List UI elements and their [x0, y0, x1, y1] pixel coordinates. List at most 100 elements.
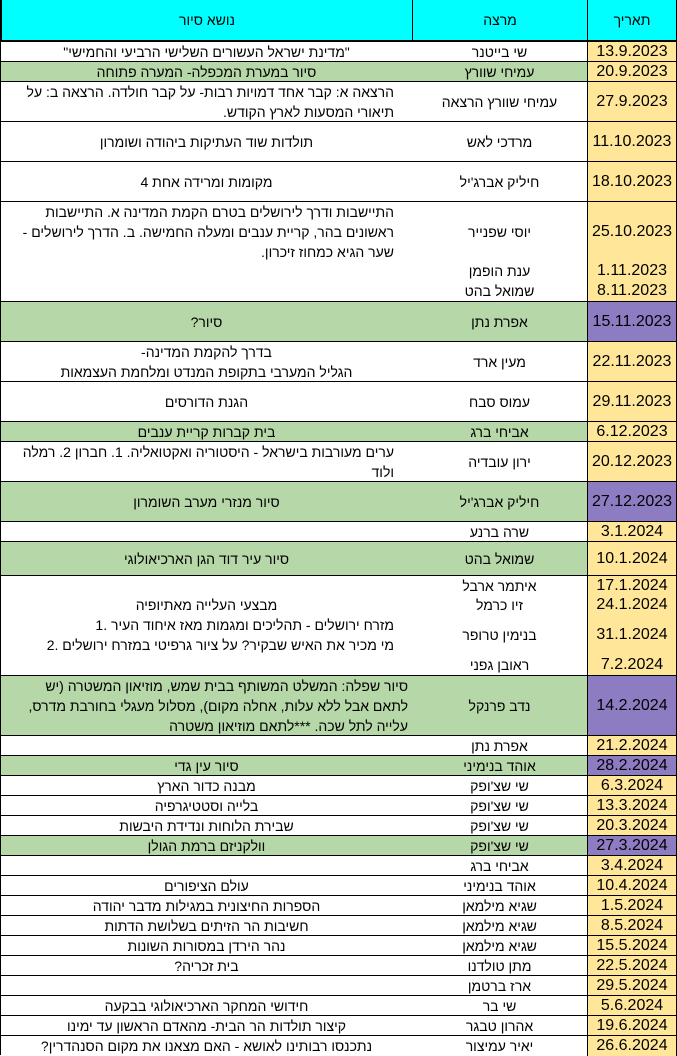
- topic-cell[interactable]: [1, 856, 412, 876]
- topic-cell[interactable]: הגנת הדורסים: [1, 382, 412, 422]
- lecturer-cell[interactable]: שי שצ'ופק: [470, 838, 529, 854]
- topic-cell[interactable]: בית קברות קריית ענבים: [1, 422, 412, 442]
- date-cell[interactable]: 20.3.2024: [587, 816, 677, 836]
- topic-cell[interactable]: חידושי המחקר הארכיאולוגי בבקעה: [1, 996, 412, 1016]
- date-cell[interactable]: 29.11.2023: [587, 382, 677, 422]
- topic-cell[interactable]: [1, 281, 412, 301]
- topic-cell[interactable]: [1, 576, 412, 596]
- date-cell[interactable]: 31.1.2024: [587, 615, 677, 655]
- date-cell[interactable]: 24.1.2024: [587, 595, 677, 615]
- lecturer-cell[interactable]: אפרת נתן: [471, 738, 528, 754]
- lecturer-cell[interactable]: שרה ברנע: [469, 524, 530, 540]
- lecturer-cell[interactable]: אביחי ברג: [470, 424, 529, 440]
- date-cell[interactable]: 6.3.2024: [587, 776, 677, 796]
- date-cell[interactable]: 13.3.2024: [587, 796, 677, 816]
- lecturer-cell[interactable]: ירון עובדיה: [468, 454, 531, 470]
- topic-cell[interactable]: עולם הציפורים: [1, 876, 412, 896]
- topic-cell[interactable]: וולקניזם ברמת הגולן: [1, 836, 412, 856]
- date-cell[interactable]: 20.9.2023: [587, 62, 677, 82]
- lecturer-cell[interactable]: ראובן גפני: [469, 657, 530, 673]
- date-cell[interactable]: 18.10.2023: [587, 162, 677, 202]
- topic-cell[interactable]: בלייה וסטטיגרפיה: [1, 796, 412, 816]
- date-cell[interactable]: 6.12.2023: [587, 422, 677, 442]
- date-cell[interactable]: 3.1.2024: [587, 522, 677, 542]
- date-cell[interactable]: 5.6.2024: [587, 996, 677, 1016]
- date-cell[interactable]: 15.5.2024: [587, 936, 677, 956]
- topic-cell[interactable]: מבצעי העלייה מאתיופיה: [1, 595, 412, 615]
- topic-cell[interactable]: מזרח ירושלים - תהליכים ומגמות מאז איחוד …: [1, 615, 412, 655]
- lecturer-cell[interactable]: נדב פרנקל: [468, 698, 531, 714]
- date-cell[interactable]: 11.10.2023: [587, 122, 677, 162]
- date-cell[interactable]: 8.5.2024: [587, 916, 677, 936]
- topic-cell[interactable]: בדרך להקמת המדינה- הגליל המערבי בתקופת המ…: [1, 342, 412, 382]
- date-cell[interactable]: 13.9.2023: [587, 42, 677, 62]
- date-cell[interactable]: 10.4.2024: [587, 876, 677, 896]
- topic-cell[interactable]: סיור במערת המכפלה- המערה פתוחה: [1, 62, 412, 82]
- date-cell[interactable]: 10.1.2024: [587, 542, 677, 576]
- lecturer-cell[interactable]: יאיר עמיצור: [465, 1038, 534, 1054]
- lecturer-cell[interactable]: שגיא מילמאן: [462, 938, 537, 954]
- topic-cell[interactable]: סיור?: [1, 302, 412, 342]
- lecturer-cell[interactable]: עמוס סבח: [468, 394, 531, 410]
- header-lecturer[interactable]: מרצה: [412, 0, 587, 40]
- header-date[interactable]: תאריך: [587, 0, 677, 40]
- date-cell[interactable]: 22.5.2024: [587, 956, 677, 976]
- lecturer-cell[interactable]: שי בר: [482, 998, 517, 1014]
- lecturer-cell[interactable]: בנימין טרופר: [462, 627, 537, 643]
- date-cell[interactable]: 15.11.2023: [587, 302, 677, 342]
- date-cell[interactable]: 28.2.2024: [587, 756, 677, 776]
- topic-cell[interactable]: [1, 976, 412, 996]
- date-cell[interactable]: 7.2.2024: [587, 655, 677, 675]
- topic-cell[interactable]: [1, 261, 412, 281]
- topic-cell[interactable]: התיישבות ודרך לירושלים בטרם הקמת המדינה …: [1, 202, 412, 262]
- topic-cell[interactable]: סיור עין גדי: [1, 756, 412, 776]
- lecturer-cell[interactable]: מרדכי לאש: [466, 134, 533, 150]
- topic-cell[interactable]: סיור שפלה: המשלט המשותף בבית שמש, מוזיאו…: [1, 676, 412, 736]
- lecturer-cell[interactable]: שגיא מילמאן: [462, 918, 537, 934]
- lecturer-cell[interactable]: חיליק אברג'יל: [459, 174, 540, 190]
- lecturer-cell[interactable]: שי שצ'ופק: [470, 798, 529, 814]
- topic-cell[interactable]: חשיבות הר הזיתים בשלושת הדתות: [1, 916, 412, 936]
- lecturer-cell[interactable]: שמואל בהט: [464, 283, 535, 299]
- topic-cell[interactable]: [1, 655, 412, 675]
- date-cell[interactable]: 3.4.2024: [587, 856, 677, 876]
- date-cell[interactable]: 25.10.2023: [587, 202, 677, 262]
- topic-cell[interactable]: סיור מנזרי מערב השומרון: [1, 482, 412, 522]
- topic-cell[interactable]: תולדות שוד העתיקות ביהודה ושומרון: [1, 122, 412, 162]
- topic-cell[interactable]: קיצור תולדות הר הבית- מהאדם הראשון עד ימ…: [1, 1016, 412, 1036]
- lecturer-cell[interactable]: עמיחי שוורץ: [464, 64, 535, 80]
- lecturer-cell[interactable]: אוהד בנימיני: [463, 878, 536, 894]
- topic-cell[interactable]: נתכנסו רבותינו לאושא - האם מצאנו את מקום…: [1, 1036, 412, 1056]
- date-cell[interactable]: 21.2.2024: [587, 736, 677, 756]
- lecturer-cell[interactable]: שמואל בהט: [464, 551, 535, 567]
- lecturer-cell[interactable]: שי בייטנר: [471, 44, 528, 60]
- topic-cell[interactable]: "מדינת ישראל העשורים השלישי הרביעי והחמי…: [1, 42, 412, 62]
- lecturer-cell[interactable]: ארז ברטמן: [467, 978, 532, 994]
- date-cell[interactable]: 19.6.2024: [587, 1016, 677, 1036]
- date-cell[interactable]: 27.3.2024: [587, 836, 677, 856]
- lecturer-cell[interactable]: זיו כרמל: [476, 597, 523, 613]
- lecturer-cell[interactable]: שי שצ'ופק: [470, 818, 529, 834]
- topic-cell[interactable]: ערים מעורבות בישראל - היסטוריה ואקטואליה…: [1, 442, 412, 482]
- topic-cell[interactable]: הרצאה א: קבר אחד דמויות רבות- על קבר חול…: [1, 82, 412, 122]
- lecturer-cell[interactable]: אביחי ברג: [470, 858, 529, 874]
- topic-cell[interactable]: שבירת הלוחות ונדידת היבשות: [1, 816, 412, 836]
- header-topic[interactable]: נושא סיור: [1, 0, 412, 40]
- lecturer-cell[interactable]: אוהד בנימיני: [463, 758, 536, 774]
- lecturer-cell[interactable]: אפרת נתן: [471, 314, 528, 330]
- lecturer-cell[interactable]: עמיחי שוורץ הרצאה: [441, 94, 558, 110]
- topic-cell[interactable]: מקומות ומרידה אחת 4: [1, 162, 412, 202]
- lecturer-cell[interactable]: שי שצ'ופק: [470, 778, 529, 794]
- topic-cell[interactable]: בית זכריה?: [1, 956, 412, 976]
- date-cell[interactable]: 1.5.2024: [587, 896, 677, 916]
- topic-cell[interactable]: סיור עיר דוד הגן הארכיאולוגי: [1, 542, 412, 576]
- lecturer-cell[interactable]: אהרון טבגר: [465, 1018, 534, 1034]
- date-cell[interactable]: 27.12.2023: [587, 482, 677, 522]
- lecturer-cell[interactable]: יוסי שפנייר: [468, 224, 531, 240]
- topic-cell[interactable]: הספרות החיצונית במגילות מדבר יהודה: [1, 896, 412, 916]
- topic-cell[interactable]: [1, 736, 412, 756]
- date-cell[interactable]: 8.11.2023: [587, 281, 677, 301]
- date-cell[interactable]: 1.11.2023: [587, 261, 677, 281]
- date-cell[interactable]: 27.9.2023: [587, 82, 677, 122]
- lecturer-cell[interactable]: שגיא מילמאן: [462, 898, 537, 914]
